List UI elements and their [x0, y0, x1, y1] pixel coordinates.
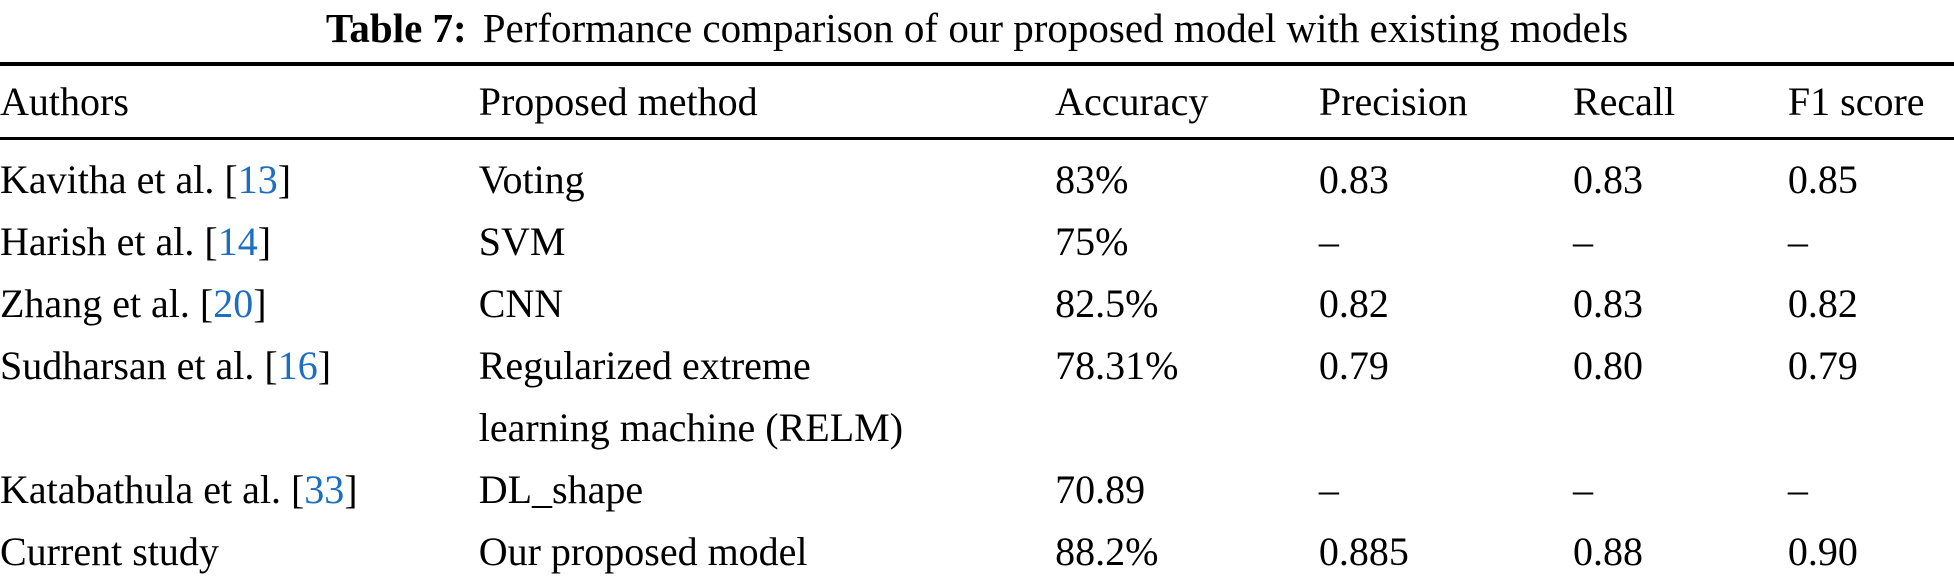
precision-cell: –: [1318, 467, 1339, 512]
author-name: Zhang et al. [: [0, 281, 214, 326]
col-header-accuracy: Accuracy: [1055, 64, 1319, 140]
table-caption-text: Performance comparison of our proposed m…: [482, 5, 1629, 51]
method-text: SVM: [478, 219, 566, 264]
method-cell: Voting: [479, 139, 1055, 212]
authors-cell: Zhang et al. [20]: [0, 273, 479, 335]
col-header-precision: Precision: [1318, 64, 1573, 140]
accuracy-cell: 88.2%: [1055, 529, 1159, 574]
table-row: Sudharsan et al. [16] Regularized extrem…: [0, 335, 1954, 459]
precision-cell: 0.82: [1318, 281, 1389, 326]
authors-cell: Katabathula et al. [33]: [0, 459, 479, 521]
table-row: Zhang et al. [20] CNN 82.5% 0.82 0.83 0.…: [0, 273, 1954, 335]
citation-bracket: ]: [317, 343, 332, 388]
recall-cell: –: [1572, 219, 1593, 264]
citation-bracket: ]: [277, 157, 292, 202]
citation-link[interactable]: 20: [213, 281, 254, 326]
method-cell: CNN: [479, 273, 1055, 335]
recall-cell: –: [1572, 467, 1593, 512]
author-name: Harish et al. [: [0, 219, 218, 264]
accuracy-cell: 83%: [1055, 157, 1129, 202]
table-row: Kavitha et al. [13] Voting 83% 0.83 0.83…: [0, 139, 1954, 212]
authors-cell: Sudharsan et al. [16]: [0, 335, 479, 459]
precision-cell: –: [1318, 219, 1339, 264]
authors-cell: Current study: [0, 521, 479, 587]
col-header-authors: Authors: [0, 64, 479, 140]
method-text: CNN: [478, 281, 564, 326]
col-header-method: Proposed method: [478, 64, 1056, 140]
f1-cell: –: [1787, 467, 1808, 512]
f1-cell: 0.85: [1787, 157, 1858, 202]
accuracy-cell: 70.89: [1055, 467, 1146, 512]
col-header-f1: F1 score: [1787, 64, 1954, 140]
header-row: Authors Proposed method Accuracy Precisi…: [0, 64, 1954, 140]
citation-link[interactable]: 16: [277, 343, 318, 388]
f1-cell: 0.90: [1787, 529, 1858, 574]
recall-cell: 0.80: [1572, 343, 1643, 388]
method-text: DL_shape: [478, 467, 644, 512]
accuracy-cell: 75%: [1055, 219, 1129, 264]
citation-bracket: ]: [253, 281, 267, 326]
precision-cell: 0.83: [1318, 157, 1389, 202]
method-text: Our proposed model: [478, 529, 808, 574]
method-text: Regularized extreme learning machine (RE…: [478, 343, 904, 450]
author-name: Katabathula et al. [: [0, 467, 305, 512]
authors-cell: Kavitha et al. [13]: [0, 139, 479, 212]
table-row: Harish et al. [14] SVM 75% – – –: [0, 211, 1954, 273]
method-cell: Regularized extreme learning machine (RE…: [479, 335, 1055, 459]
method-text: Voting: [478, 157, 585, 202]
recall-cell: 0.88: [1572, 529, 1643, 574]
f1-cell: 0.79: [1787, 343, 1858, 388]
col-header-recall: Recall: [1572, 64, 1788, 140]
table-caption-label: Table 7:: [325, 5, 467, 51]
method-cell: SVM: [479, 211, 1055, 273]
citation-link[interactable]: 13: [237, 157, 278, 202]
accuracy-cell: 82.5%: [1055, 281, 1159, 326]
method-cell: Our proposed model: [479, 521, 1055, 587]
recall-cell: 0.83: [1572, 157, 1643, 202]
results-table: Authors Proposed method Accuracy Precisi…: [0, 62, 1954, 587]
author-name: Kavitha et al. [: [0, 157, 238, 202]
table-caption: Table 7: Performance comparison of our pr…: [0, 0, 1954, 54]
accuracy-cell: 78.31%: [1055, 343, 1179, 388]
citation-link[interactable]: 33: [304, 467, 345, 512]
recall-cell: 0.83: [1572, 281, 1643, 326]
citation-bracket: ]: [344, 467, 358, 512]
authors-cell: Harish et al. [14]: [0, 211, 479, 273]
precision-cell: 0.885: [1318, 529, 1409, 574]
citation-bracket: ]: [257, 219, 272, 264]
table-row: Katabathula et al. [33] DL_shape 70.89 –…: [0, 459, 1954, 521]
method-cell: DL_shape: [479, 459, 1055, 521]
author-name: Sudharsan et al. [: [0, 343, 278, 388]
f1-cell: 0.82: [1787, 281, 1858, 326]
citation-link[interactable]: 14: [217, 219, 258, 264]
f1-cell: –: [1787, 219, 1808, 264]
author-name: Current study: [0, 529, 219, 574]
precision-cell: 0.79: [1318, 343, 1389, 388]
table-row: Current study Our proposed model 88.2% 0…: [0, 521, 1954, 587]
